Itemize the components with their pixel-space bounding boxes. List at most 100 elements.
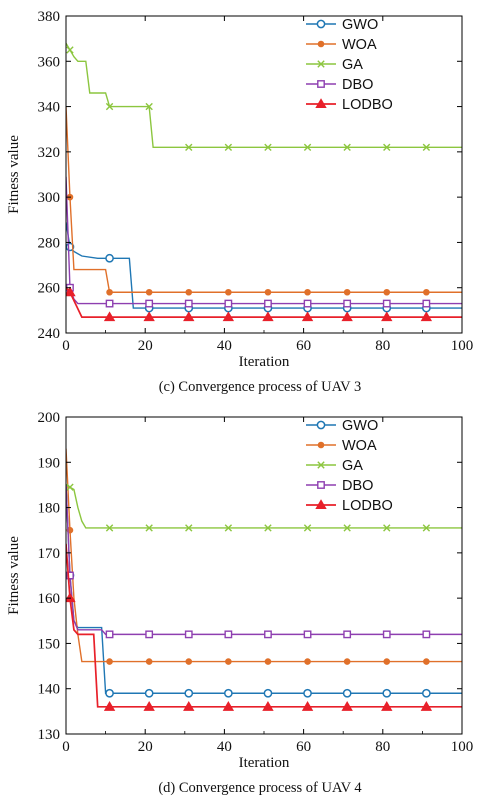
data-point-gwo xyxy=(422,688,431,698)
chart-uav4: 0 20 40 60 80 100 130 140 150 160 170 180 190 200 Iter… xyxy=(6,410,474,796)
x-tick-label: 100 xyxy=(451,338,474,354)
y-axis-label: Fitness value xyxy=(6,135,22,214)
data-point-lodbo xyxy=(420,701,433,711)
data-point-lodbo xyxy=(103,701,116,711)
data-point-ga xyxy=(422,143,431,152)
data-point-woa xyxy=(383,658,391,665)
x-tick-label: 100 xyxy=(451,739,474,755)
data-point-ga xyxy=(185,524,193,532)
legend-marker-lodbo xyxy=(315,98,327,108)
data-point-ga xyxy=(383,524,391,532)
x-tick-label: 80 xyxy=(375,739,390,755)
data-point-woa xyxy=(185,658,193,665)
data-point-ga xyxy=(224,524,233,532)
legend-item-woa: WOA xyxy=(306,438,377,454)
data-point-woa xyxy=(304,658,311,665)
data-point-lodbo xyxy=(222,311,235,322)
legend-label: GWO xyxy=(342,17,378,33)
legend-marker-ga xyxy=(317,461,325,469)
legend-item-lodbo: LODBO xyxy=(306,498,393,514)
data-point-lodbo xyxy=(222,701,235,711)
y-tick-label: 130 xyxy=(38,727,61,743)
data-point-dbo xyxy=(343,299,352,308)
legend-marker-gwo xyxy=(316,420,326,430)
data-point-ga xyxy=(343,143,351,152)
data-point-gwo xyxy=(224,688,233,698)
data-point-woa xyxy=(145,288,153,296)
data-point-lodbo xyxy=(66,286,76,297)
legend-item-ga: GA xyxy=(306,458,363,474)
y-tick-label: 340 xyxy=(38,100,61,116)
data-point-dbo xyxy=(145,299,154,308)
data-point-gwo xyxy=(382,688,392,698)
data-point-lodbo xyxy=(301,311,314,322)
data-point-lodbo xyxy=(103,311,116,322)
data-point-gwo xyxy=(342,688,352,698)
y-tick-label: 240 xyxy=(38,326,61,342)
data-point-lodbo xyxy=(262,311,274,322)
data-point-dbo xyxy=(422,299,431,308)
data-point-dbo xyxy=(382,630,391,639)
x-tick-label: 0 xyxy=(62,338,70,354)
data-point-dbo xyxy=(264,299,272,308)
data-point-lodbo xyxy=(66,592,76,603)
legend-marker-woa xyxy=(317,441,325,449)
data-point-ga xyxy=(264,524,272,532)
data-point-woa xyxy=(343,658,351,665)
x-tick-label: 60 xyxy=(296,338,311,354)
legend-marker-dbo xyxy=(317,80,325,88)
data-point-dbo xyxy=(184,630,193,639)
legend-label: GA xyxy=(342,57,363,73)
data-point-dbo xyxy=(303,299,312,308)
y-tick-label: 170 xyxy=(38,546,61,562)
data-point-ga xyxy=(343,524,351,532)
series-dbo xyxy=(66,484,462,639)
legend-item-ga: GA xyxy=(306,57,363,73)
data-point-dbo xyxy=(105,630,114,639)
data-point-ga xyxy=(422,524,431,532)
y-tick-label: 150 xyxy=(38,636,61,652)
data-point-lodbo xyxy=(301,701,314,711)
series-line-woa xyxy=(66,106,462,293)
legend-label: WOA xyxy=(342,37,377,53)
x-tick-label: 60 xyxy=(296,739,311,755)
series-gwo xyxy=(66,484,462,698)
data-point-ga xyxy=(383,143,391,152)
series-line-ga xyxy=(66,484,462,529)
legend: GWO WOA GA DBO LODBO xyxy=(306,17,393,113)
x-tick-label: 80 xyxy=(375,338,390,354)
y-tick-label: 200 xyxy=(38,410,61,426)
chart-uav3: 0 20 40 60 80 100 240 260 280 300 320 340 360 380 Iter… xyxy=(6,9,474,395)
axes-frame xyxy=(65,416,463,735)
data-point-ga xyxy=(66,46,74,54)
data-point-woa xyxy=(304,288,311,296)
legend-label: GWO xyxy=(342,418,378,434)
data-point-lodbo xyxy=(341,311,353,322)
data-point-dbo xyxy=(264,630,272,639)
data-point-ga xyxy=(105,102,114,111)
legend-label: GA xyxy=(342,458,363,474)
series-lodbo xyxy=(66,543,462,711)
data-point-ga xyxy=(145,102,153,111)
y-tick-label: 300 xyxy=(38,190,61,206)
data-point-lodbo xyxy=(143,311,155,322)
data-point-woa xyxy=(423,658,430,665)
legend-label: LODBO xyxy=(342,498,393,514)
y-tick-label: 280 xyxy=(38,235,61,251)
data-point-dbo xyxy=(343,630,352,639)
data-point-woa xyxy=(106,658,113,665)
data-point-ga xyxy=(303,143,312,152)
legend-item-woa: WOA xyxy=(306,37,377,53)
data-point-woa xyxy=(185,288,193,296)
series-line-lodbo xyxy=(66,543,462,708)
data-point-woa xyxy=(264,288,272,296)
data-point-woa xyxy=(343,288,351,296)
plot-area xyxy=(66,448,462,711)
series-woa xyxy=(66,448,462,665)
data-point-ga xyxy=(66,483,74,491)
legend-item-dbo: DBO xyxy=(306,77,373,93)
series-lodbo xyxy=(66,286,462,322)
data-point-ga xyxy=(264,143,272,152)
chart-panel-uav4: 0 20 40 60 80 100 130 140 150 160 170 180 190 200 Iter… xyxy=(0,401,487,802)
legend-label: WOA xyxy=(342,438,377,454)
